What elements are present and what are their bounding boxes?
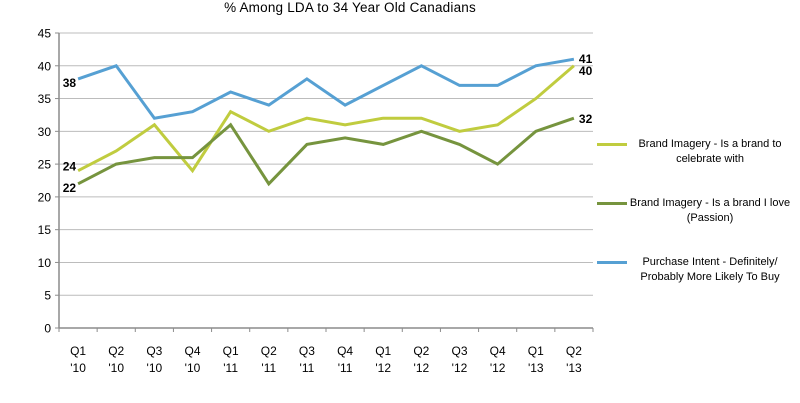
y-axis-label: 5 bbox=[44, 289, 51, 303]
x-axis-label: Q1'13 bbox=[528, 344, 544, 375]
chart-legend: Brand Imagery - Is a brand to celebrate … bbox=[597, 137, 793, 314]
x-axis-label: Q1'11 bbox=[223, 344, 239, 375]
x-axis-label: Q2'12 bbox=[413, 344, 429, 375]
x-axis-label: Q4'11 bbox=[337, 344, 353, 375]
y-axis-label: 0 bbox=[44, 322, 51, 336]
legend-item-brand-imagery-passion: Brand Imagery - Is a brand I love (Passi… bbox=[597, 196, 793, 226]
x-axis-label: Q3'12 bbox=[451, 344, 467, 375]
data-label: 22 bbox=[63, 181, 77, 195]
legend-label: Purchase Intent - Definitely/ Probably M… bbox=[640, 256, 780, 283]
x-axis-label: Q1'12 bbox=[375, 344, 391, 375]
legend-line-swatch bbox=[597, 202, 627, 205]
y-axis-label: 10 bbox=[38, 256, 52, 270]
data-label: 24 bbox=[63, 160, 77, 174]
legend-label: Brand Imagery - Is a brand to celebrate … bbox=[638, 138, 782, 165]
series-line-brand-imagery-celebrate bbox=[77, 64, 575, 174]
y-axis-label: 40 bbox=[38, 59, 52, 73]
y-axis-label: 30 bbox=[38, 125, 52, 139]
y-axis-label: 45 bbox=[38, 27, 52, 41]
y-axis-label: 20 bbox=[38, 190, 52, 204]
x-axis-label: Q3'10 bbox=[146, 344, 162, 375]
series-line-purchase-intent bbox=[77, 57, 575, 120]
x-axis-label: Q2'10 bbox=[108, 344, 124, 375]
x-axis-label: Q4'10 bbox=[184, 344, 200, 375]
y-axis-label: 25 bbox=[38, 158, 52, 172]
chart-title: % Among LDA to 34 Year Old Canadians bbox=[224, 0, 476, 15]
series-line-brand-imagery-passion bbox=[77, 116, 575, 187]
y-axis-label: 15 bbox=[38, 223, 52, 237]
x-axis-label: Q1'10 bbox=[70, 344, 86, 375]
legend-line-swatch bbox=[597, 261, 627, 264]
legend-line-swatch bbox=[597, 143, 627, 146]
data-label: 41 bbox=[579, 52, 593, 66]
legend-label: Brand Imagery - Is a brand I love (Passi… bbox=[629, 197, 791, 224]
x-axis-label: Q2'11 bbox=[261, 344, 277, 375]
x-axis-label: Q3'11 bbox=[299, 344, 315, 375]
data-label: 38 bbox=[63, 76, 77, 90]
x-axis-label: Q4'12 bbox=[490, 344, 506, 375]
legend-item-purchase-intent: Purchase Intent - Definitely/ Probably M… bbox=[597, 255, 793, 285]
y-axis-label: 35 bbox=[38, 92, 52, 106]
legend-item-brand-imagery-celebrate: Brand Imagery - Is a brand to celebrate … bbox=[597, 137, 793, 167]
x-axis-label: Q2'13 bbox=[566, 344, 582, 375]
data-label: 40 bbox=[579, 64, 593, 78]
data-label: 32 bbox=[579, 112, 593, 126]
